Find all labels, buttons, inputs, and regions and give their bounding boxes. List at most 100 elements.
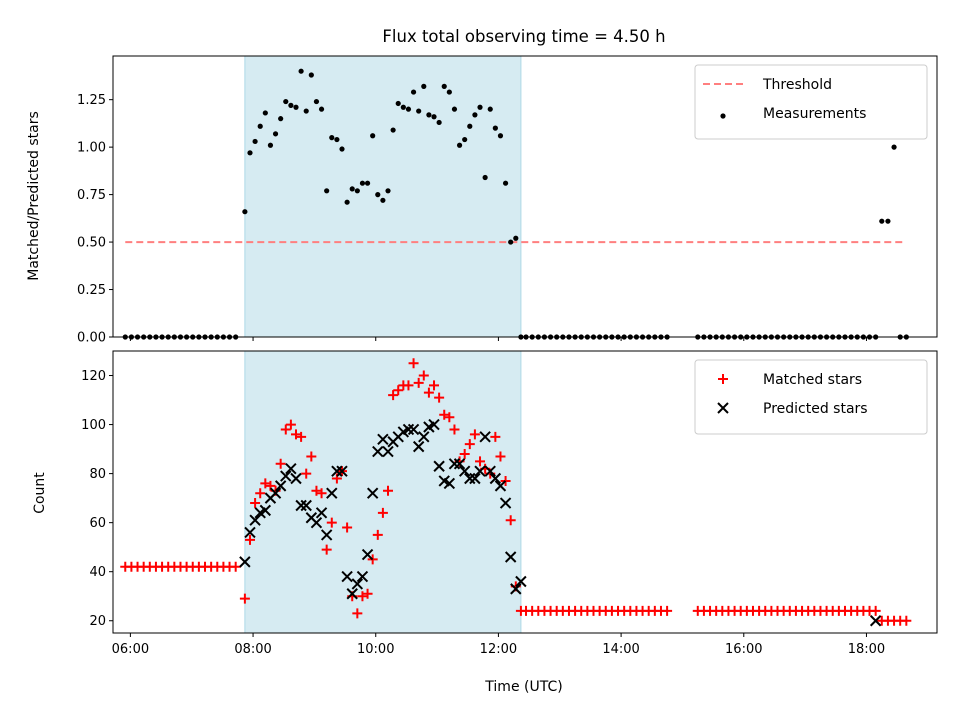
matched-point	[306, 451, 317, 462]
measurement-point	[441, 83, 447, 89]
matched-point	[475, 456, 486, 467]
predicted-point	[510, 583, 522, 595]
matched-point	[280, 424, 291, 435]
predicted-point	[489, 472, 502, 485]
matched-point	[285, 419, 296, 430]
measurement-point	[293, 104, 299, 110]
matched-point	[301, 468, 312, 479]
predicted-point	[249, 514, 261, 526]
measurement-point	[487, 106, 493, 112]
predicted-point	[494, 480, 507, 492]
predicted-point	[295, 499, 307, 512]
predicted-point	[366, 487, 379, 499]
matched-point	[383, 485, 394, 496]
measurement-point	[456, 142, 463, 148]
measurement-point	[334, 136, 340, 143]
matched-point	[342, 522, 353, 533]
predicted-point	[484, 465, 496, 477]
matched-point	[388, 390, 399, 401]
predicted-point	[433, 460, 445, 472]
bottom-panel: 20 40 60 80 100 120 06:00 08:00 10:00 12:00 14:00 1…	[81, 351, 938, 657]
matched-point	[321, 544, 332, 555]
matched-point	[444, 412, 455, 423]
matched-point	[413, 377, 424, 388]
predicted-point	[382, 445, 394, 458]
measurement-point	[318, 106, 325, 112]
measurement-point	[395, 100, 401, 107]
legend-label: Threshold	[762, 77, 832, 93]
measurement-point	[426, 112, 432, 118]
matched-point	[290, 429, 301, 440]
x-tick-label: 14:00	[602, 642, 639, 657]
measurement-point	[313, 98, 320, 105]
x-axis-label: Time (UTC)	[484, 679, 562, 695]
matched-point	[469, 429, 480, 440]
matched-point	[500, 475, 511, 486]
legend-label: Measurements	[763, 106, 866, 122]
measurement-point	[370, 133, 376, 139]
measurement-point	[364, 180, 371, 186]
matched-point	[244, 534, 255, 545]
matched-point	[418, 370, 429, 381]
y-tick-label: 100	[81, 418, 106, 433]
predicted-point	[464, 472, 476, 485]
matched-point	[449, 424, 460, 435]
predicted-point	[351, 578, 364, 590]
x-tick-label: 06:00	[112, 642, 149, 657]
predicted-point	[356, 570, 369, 583]
predicted-point	[418, 431, 430, 443]
predicted-point	[428, 418, 440, 431]
predicted-point	[412, 440, 425, 453]
matched-point	[464, 439, 475, 450]
y-tick-label: 0.75	[77, 188, 106, 203]
measurement-point	[462, 136, 468, 143]
measurement-point	[467, 123, 473, 129]
x-tick-label: 12:00	[480, 642, 517, 657]
measurement-point	[303, 108, 309, 114]
measurement-point	[477, 104, 483, 110]
y-tick-label: 1.00	[77, 141, 106, 156]
y-tick-label: 120	[81, 369, 106, 384]
y-tick-label: 60	[89, 516, 106, 531]
measurement-point	[349, 186, 355, 192]
matched-point	[662, 605, 673, 616]
predicted-point	[479, 431, 491, 443]
matched-point	[434, 392, 445, 403]
matched-point	[255, 488, 266, 499]
predicted-point	[244, 526, 256, 539]
measurement-point	[375, 192, 381, 198]
matched-point	[408, 358, 419, 369]
y-tick-label: 1.25	[77, 93, 106, 108]
x-tick-label: 18:00	[848, 642, 885, 657]
measurement-point	[405, 106, 412, 112]
measurement-point	[359, 180, 366, 186]
highlight-span	[244, 55, 522, 338]
predicted-point	[239, 556, 251, 568]
matched-point	[352, 608, 363, 619]
predicted-point	[372, 445, 384, 458]
measurement-point	[492, 125, 498, 131]
legend-box	[694, 359, 928, 435]
measurement-point	[257, 123, 263, 129]
predicted-point	[285, 462, 297, 475]
measurement-point	[513, 235, 519, 241]
measurement-point	[267, 142, 274, 148]
measurement-point	[339, 146, 345, 152]
top-panel: 0.00 0.25 0.50 0.75 1.00 1.25 Threshold Measure…	[77, 55, 938, 346]
matched-point	[316, 488, 327, 499]
top-y-axis-label: Matched/Predicted stars	[26, 111, 42, 281]
predicted-point	[259, 504, 272, 517]
predicted-point	[504, 551, 517, 563]
matched-point	[367, 554, 378, 565]
measurement-point	[421, 83, 427, 89]
matched-point	[505, 515, 516, 526]
legend: Threshold Measurements	[694, 64, 928, 140]
matched-point	[495, 451, 506, 462]
measurement-point	[400, 104, 406, 110]
predicted-point	[300, 499, 312, 512]
predicted-point	[315, 507, 328, 519]
predicted-point	[331, 465, 343, 477]
matched-point	[439, 409, 450, 420]
matched-point	[275, 458, 286, 469]
